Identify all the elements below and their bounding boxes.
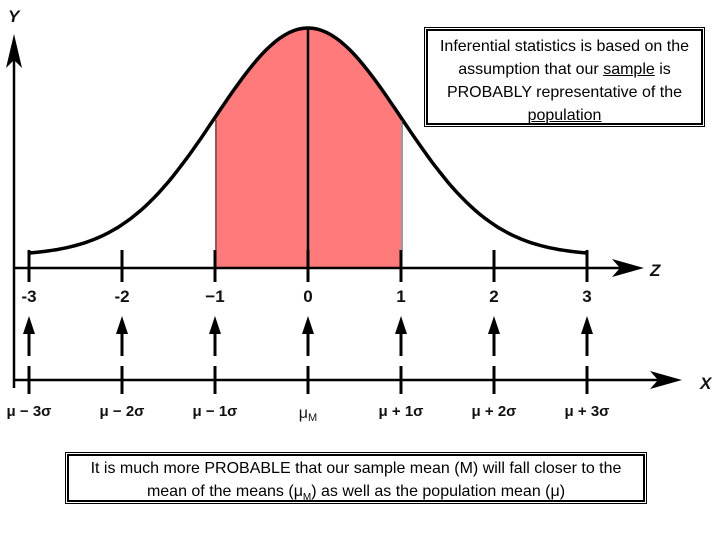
- x-tick-label: μ + 2σ: [472, 403, 517, 420]
- probability-note-text-1: It is much more PROBABLE that our sample…: [90, 460, 622, 500]
- z-tick-label: 0: [303, 287, 312, 306]
- z-tick-label: -2: [114, 287, 129, 306]
- probability-note-text-2: ) as well as the population mean (μ): [311, 483, 566, 500]
- arrow-head: [23, 316, 35, 334]
- mu-subscript: M: [302, 492, 312, 504]
- mapping-arrows: [23, 316, 593, 356]
- arrow-head: [209, 316, 221, 334]
- z-axis-label: Z: [649, 261, 661, 280]
- x-tick-label: μ − 1σ: [193, 403, 238, 420]
- z-axis-arrow: [612, 259, 644, 277]
- mu-symbol: μ: [293, 483, 303, 500]
- z-tick-label: 1: [396, 287, 405, 306]
- x-tick-label: μ − 3σ: [7, 403, 52, 420]
- x-axis-ticks: [27, 366, 589, 394]
- inference-note-text-2: is PROBABLY representative of the: [446, 61, 683, 101]
- z-axis-ticks: [27, 250, 589, 282]
- x-tick-label: μ + 1σ: [379, 403, 424, 420]
- inference-note-box: Inferential statistics is based on the a…: [424, 27, 705, 127]
- x-axis-arrow: [650, 371, 682, 389]
- x-axis-tick-labels: μ − 3σ μ − 2σ μ − 1σ μM μ + 1σ μ + 2σ μ + 3σ: [7, 403, 610, 424]
- arrow-head: [488, 316, 500, 334]
- z-axis-tick-labels: -3 -2 −1 0 1 2 3: [21, 287, 591, 306]
- x-axis-label: X: [699, 374, 713, 393]
- arrow-head: [302, 316, 314, 334]
- z-tick-label: −1: [205, 287, 224, 306]
- x-tick-label-mu-m: μM: [299, 405, 317, 424]
- x-tick-label: μ − 2σ: [100, 403, 145, 420]
- y-axis-label: Y: [8, 7, 21, 26]
- x-tick-label: μ + 3σ: [565, 403, 610, 420]
- sample-link-text: sample: [603, 61, 655, 78]
- arrow-head: [116, 316, 128, 334]
- z-tick-label: -3: [21, 287, 36, 306]
- z-tick-label: 2: [489, 287, 498, 306]
- population-link-text: population: [527, 107, 602, 124]
- probability-note-box: It is much more PROBABLE that our sample…: [65, 452, 647, 504]
- z-tick-label: 3: [582, 287, 591, 306]
- y-axis-arrow: [6, 34, 22, 68]
- arrow-head: [581, 316, 593, 334]
- arrow-head: [395, 316, 407, 334]
- inference-note-text-1: Inferential statistics is based on the a…: [439, 38, 690, 78]
